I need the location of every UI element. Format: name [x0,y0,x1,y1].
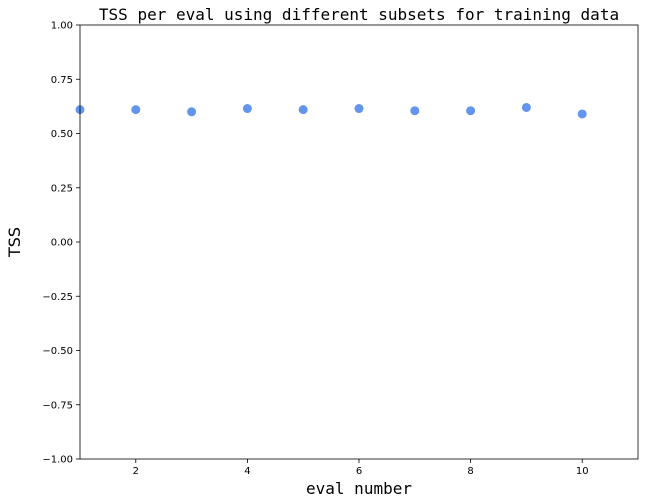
x-axis-ticks: 2 4 6 8 10 [133,459,589,477]
x-tick-label: 10 [576,466,589,477]
data-point [466,106,476,116]
data-point [187,107,197,117]
data-point [354,104,364,114]
y-tick-label: −0.75 [42,400,73,411]
chart-title: TSS per eval using different subsets for… [99,5,619,24]
x-tick-label: 6 [356,466,362,477]
y-tick-label: −1.00 [42,455,73,466]
data-points [75,102,587,119]
data-point [242,104,252,114]
y-tick-label: −0.50 [42,346,73,357]
x-tick-label: 4 [244,466,250,477]
plot-frame [79,24,639,460]
y-tick-label: 0.50 [51,129,73,140]
data-point [577,109,587,119]
x-tick-label: 8 [467,466,473,477]
data-point [521,102,531,112]
data-point [298,105,308,115]
data-point [410,106,420,116]
x-tick-label: 2 [133,466,139,477]
y-tick-label: 0.00 [51,238,73,249]
x-axis-label: eval number [306,479,412,498]
y-axis-ticks: 1.00 0.75 0.50 0.25 0.00 −0.25 −0.50 −0.75 −1.00 [42,21,80,466]
y-tick-label: 0.75 [51,75,73,86]
y-tick-label: 1.00 [51,21,73,32]
y-tick-label: −0.25 [42,292,73,303]
y-axis-label: TSS [5,227,24,258]
y-tick-label: 0.25 [51,183,73,194]
data-point [131,105,141,115]
